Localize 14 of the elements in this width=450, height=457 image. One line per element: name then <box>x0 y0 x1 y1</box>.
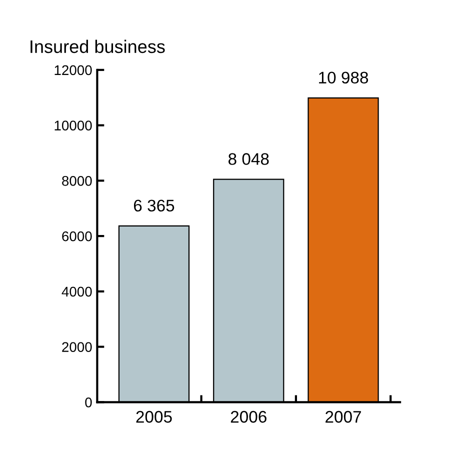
data-label: 6 365 <box>134 200 174 212</box>
data-label: 8 048 <box>228 153 269 165</box>
y-tick-label: 12000 <box>54 65 92 76</box>
chart-title: Insured business <box>30 40 165 54</box>
y-tick-label: 10000 <box>54 120 92 130</box>
y-tick-label: 6000 <box>62 231 92 242</box>
x-tick-label: 2007 <box>326 410 361 423</box>
data-label: 10 988 <box>319 72 368 84</box>
x-tick-label: 2006 <box>230 410 266 423</box>
y-tick-label: 8000 <box>62 176 92 186</box>
y-tick-label: 2000 <box>62 342 92 352</box>
x-tick-label: 2005 <box>136 410 172 423</box>
y-tick-label: 4000 <box>62 286 92 297</box>
y-tick-label: 0 <box>85 397 92 408</box>
